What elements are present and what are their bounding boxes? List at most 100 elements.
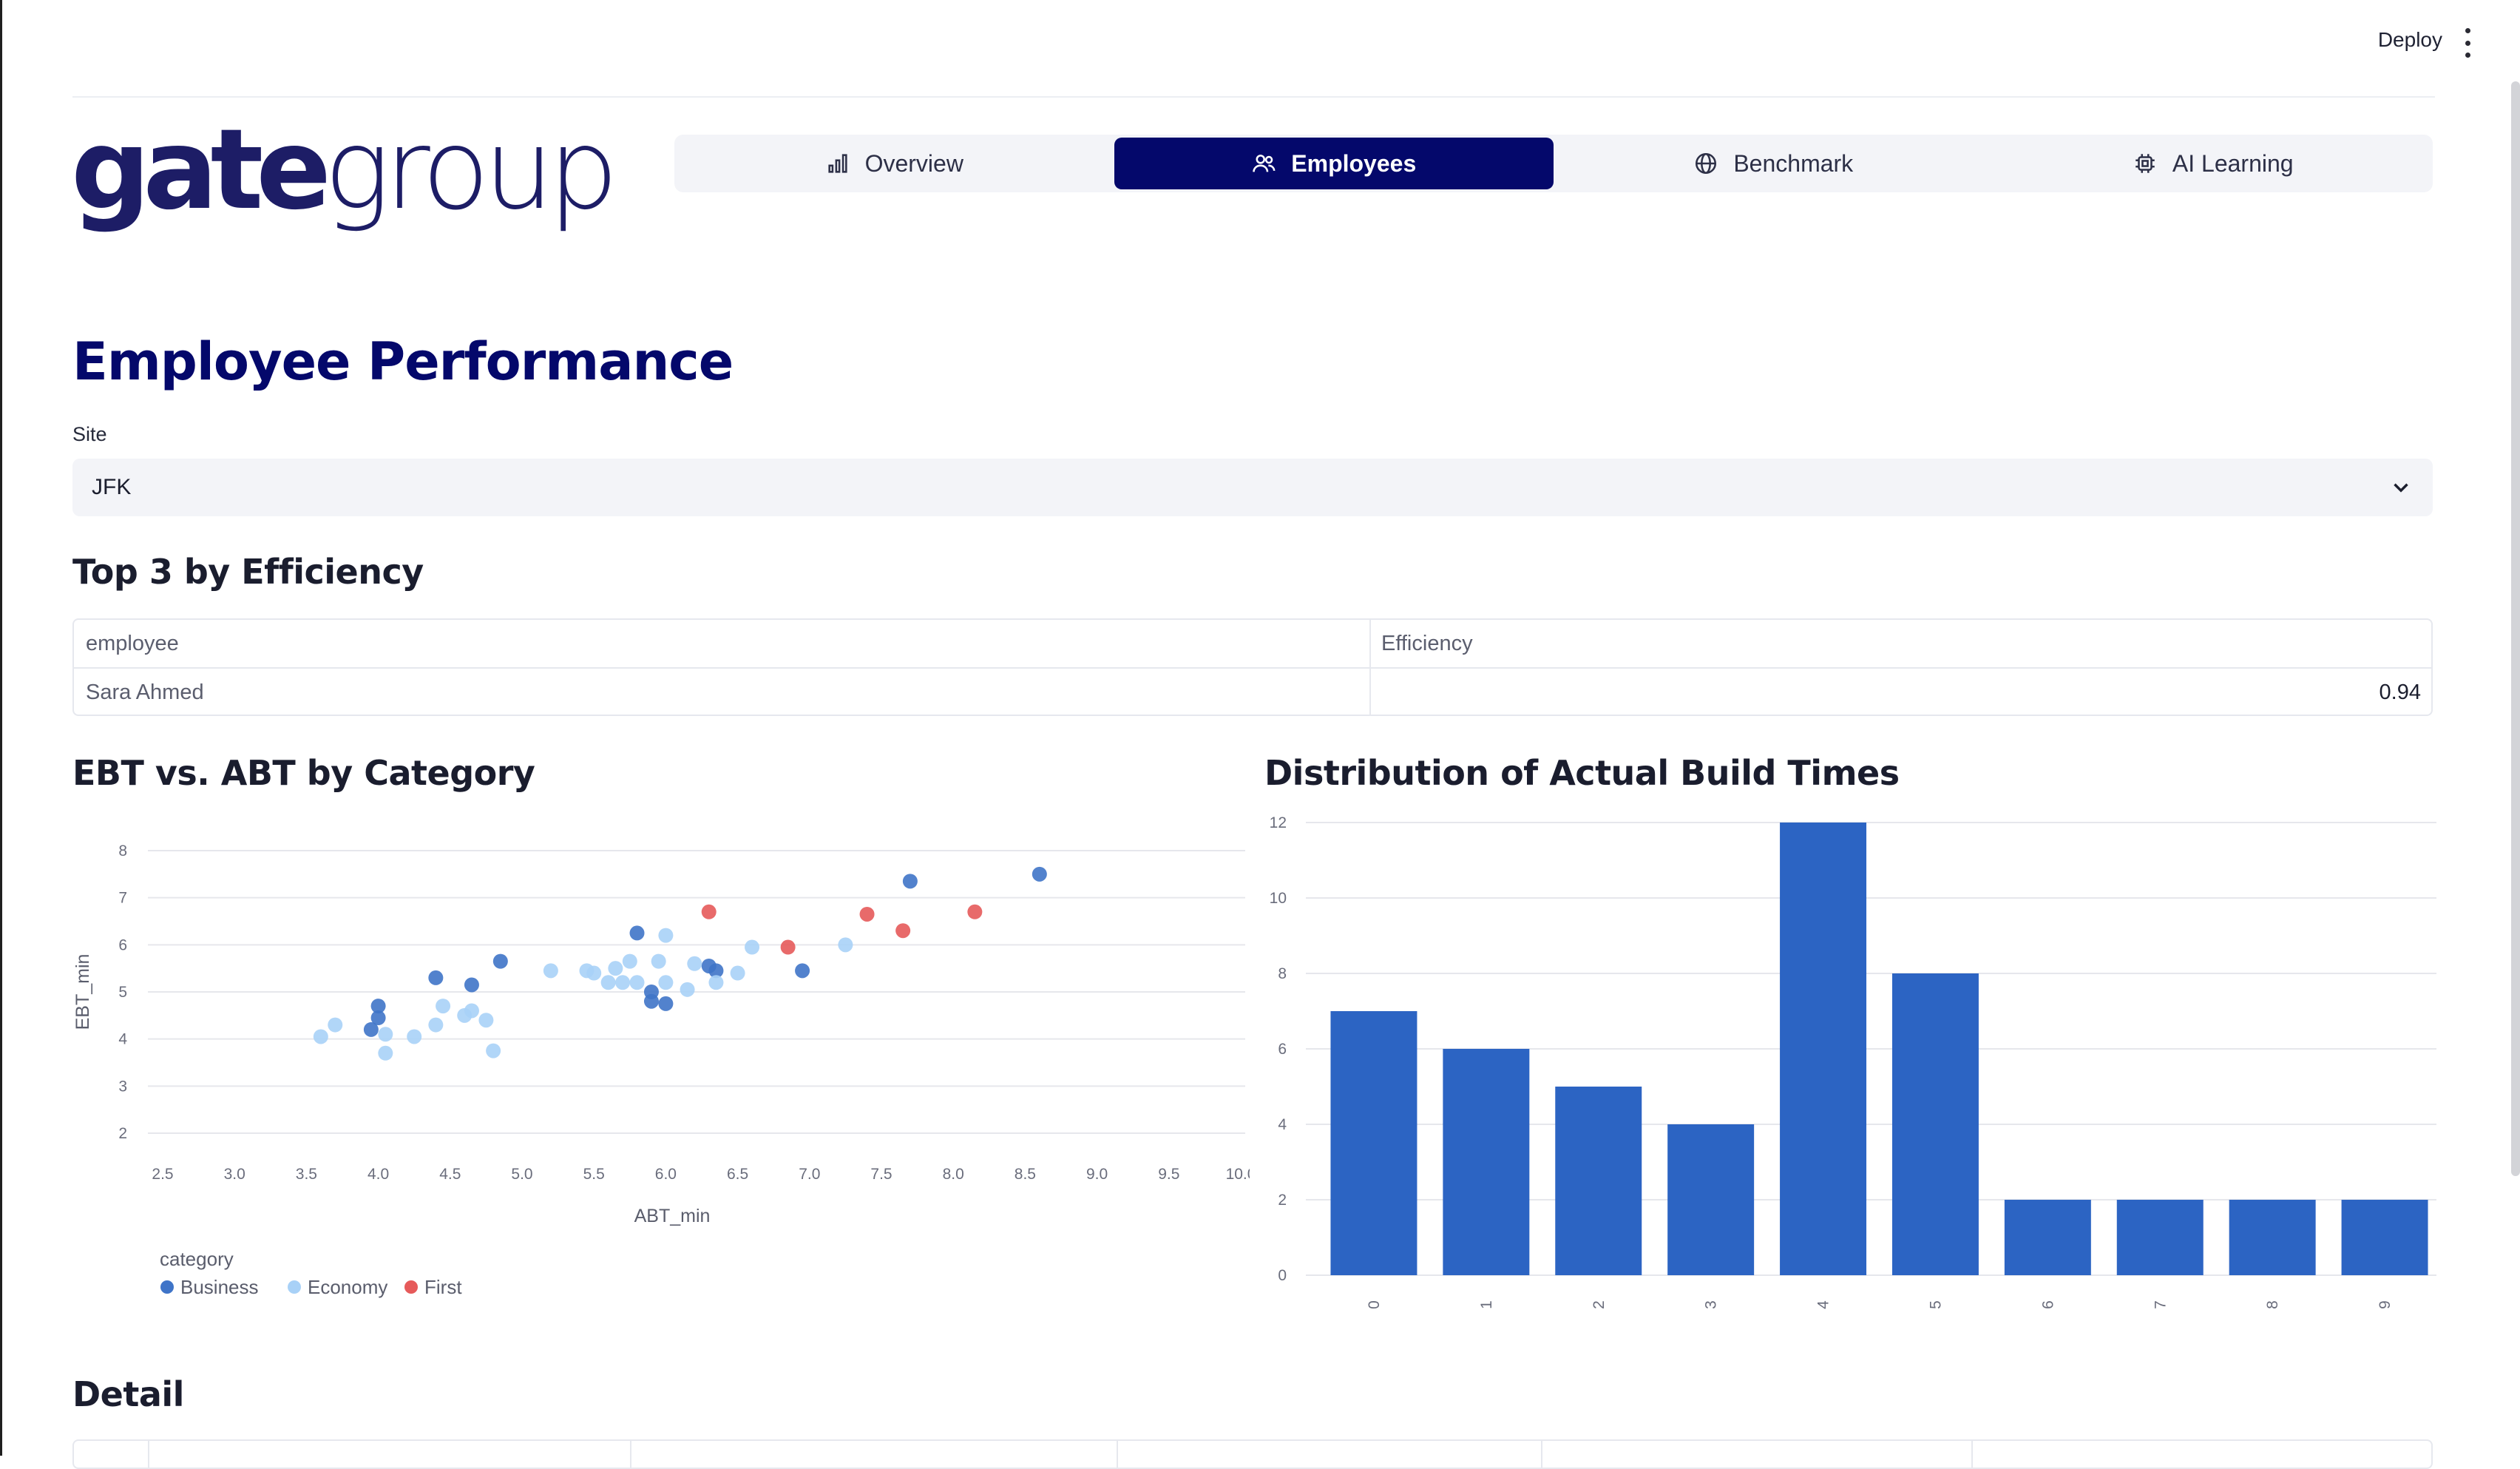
users-icon xyxy=(1253,155,1276,172)
site-select-value: JFK xyxy=(92,475,132,499)
deploy-button[interactable]: Deploy xyxy=(2377,28,2442,51)
scatter-point-economy xyxy=(436,999,451,1014)
legend-marker-business xyxy=(160,1280,174,1294)
x-tick-label: 3.0 xyxy=(224,1166,245,1183)
top3-heading: Top 3 by Efficiency xyxy=(72,552,424,592)
x-tick-label: 5.5 xyxy=(583,1166,605,1183)
x-tick-label: 0 xyxy=(1366,1300,1383,1309)
page-title: Employee Performance xyxy=(72,331,734,392)
x-tick-label: 9.5 xyxy=(1158,1166,1179,1183)
scatter-point-economy xyxy=(486,1043,501,1058)
x-tick-label: 6 xyxy=(2039,1300,2056,1309)
tab-overview[interactable]: Overview xyxy=(674,135,1114,192)
scatter-point-first xyxy=(780,939,796,955)
scatter-point-economy xyxy=(730,965,745,981)
table-header-row: employee Efficiency xyxy=(74,620,2431,669)
scatter-point-economy xyxy=(586,965,602,981)
scatter-point-first xyxy=(859,906,875,922)
bar-4 xyxy=(1780,823,1867,1275)
scatter-point-business xyxy=(1032,866,1047,882)
gategroup-logo: gategroup xyxy=(71,115,618,226)
x-tick-label: 4 xyxy=(1815,1300,1832,1309)
column-divider xyxy=(1541,1441,1542,1468)
scatter-point-business xyxy=(464,977,479,993)
scatter-point-economy xyxy=(708,975,724,990)
scatter-point-economy xyxy=(378,1045,393,1061)
scatter-point-economy xyxy=(658,975,674,990)
table-row[interactable]: Sara Ahmed 0.94 xyxy=(74,669,2431,716)
column-divider xyxy=(148,1441,149,1468)
legend-title: category xyxy=(160,1248,234,1270)
table-cell: 0.94 xyxy=(2379,681,2421,704)
scatter-point-economy xyxy=(629,975,645,990)
bar-chart-title: Distribution of Actual Build Times xyxy=(1264,753,1900,793)
scatter-point-economy xyxy=(543,963,558,979)
y-tick-label: 12 xyxy=(1270,814,1287,831)
scatter-point-economy xyxy=(378,1027,393,1042)
tab-ai-learning[interactable]: AI Learning xyxy=(1994,135,2433,192)
bar-1 xyxy=(1443,1049,1530,1275)
tab-employees[interactable]: Employees xyxy=(1114,138,1554,189)
y-tick-label: 2 xyxy=(118,1125,127,1142)
top3-table[interactable]: employee Efficiency Sara Ahmed 0.94 xyxy=(72,618,2433,716)
y-tick-label: 5 xyxy=(118,984,127,1001)
scatter-point-business xyxy=(370,999,386,1014)
page-scrollbar[interactable] xyxy=(2511,81,2520,1176)
column-divider xyxy=(1971,1441,1973,1468)
bar-8 xyxy=(2229,1200,2316,1275)
scatter-point-economy xyxy=(478,1013,494,1028)
x-tick-label: 4.5 xyxy=(439,1166,461,1183)
legend-marker-economy xyxy=(288,1280,301,1294)
tab-label: Employees xyxy=(1291,149,1417,177)
x-tick-label: 10.0 xyxy=(1226,1166,1250,1183)
x-tick-label: 7.0 xyxy=(799,1166,820,1183)
bar-5 xyxy=(1891,973,1979,1275)
y-tick-label: 6 xyxy=(1278,1041,1287,1058)
bar-0 xyxy=(1330,1011,1418,1275)
tab-benchmark[interactable]: Benchmark xyxy=(1554,135,1994,192)
scatter-point-economy xyxy=(687,956,702,971)
scatter-point-business xyxy=(795,963,810,979)
scatter-point-economy xyxy=(838,937,853,953)
logo-bold-text: gate xyxy=(71,106,331,234)
y-axis-title: EBT_min xyxy=(72,954,93,1030)
table-cell: Sara Ahmed xyxy=(86,681,204,704)
x-tick-label: 2.5 xyxy=(152,1166,173,1183)
x-tick-label: 1 xyxy=(1478,1300,1495,1309)
x-tick-label: 2 xyxy=(1591,1300,1608,1309)
x-tick-label: 4.0 xyxy=(368,1166,389,1183)
bar-3 xyxy=(1667,1124,1755,1275)
scatter-point-business xyxy=(902,874,918,889)
scatter-point-business xyxy=(428,970,444,985)
scatter-chart[interactable]: 2 3 4 5 6 7 8 2.5 3.0 3.5 4.0 4.5 5.0 5.5 6.0 6.5 7.0 7.5… xyxy=(67,814,1250,1317)
nav-tabs: Overview Employees Benchmark AI Learning xyxy=(674,135,2433,192)
scatter-point-first xyxy=(967,904,983,919)
tab-label: Overview xyxy=(864,149,963,177)
logo-light-text: group xyxy=(324,106,618,234)
column-header: employee xyxy=(86,632,179,655)
scatter-point-business xyxy=(492,953,508,969)
scatter-point-economy xyxy=(680,982,695,997)
x-tick-label: 5 xyxy=(1927,1300,1944,1309)
y-tick-label: 2 xyxy=(1278,1192,1287,1209)
y-tick-label: 4 xyxy=(118,1031,127,1048)
legend-label-economy: Economy xyxy=(308,1276,387,1298)
y-tick-label: 7 xyxy=(118,890,127,907)
more-options-icon[interactable] xyxy=(2456,28,2479,58)
detail-heading: Detail xyxy=(72,1374,184,1414)
scatter-point-economy xyxy=(658,928,674,943)
tab-label: Benchmark xyxy=(1733,149,1854,177)
scatter-point-business xyxy=(643,985,659,999)
scatter-point-economy xyxy=(407,1029,422,1044)
scatter-point-economy xyxy=(615,975,631,990)
bar-2 xyxy=(1555,1087,1642,1275)
detail-table[interactable] xyxy=(72,1439,2433,1469)
legend-label-first: First xyxy=(424,1276,462,1298)
toolbar-divider xyxy=(72,96,2435,98)
x-tick-label: 8 xyxy=(2264,1300,2281,1309)
y-tick-label: 0 xyxy=(1278,1267,1287,1284)
site-select[interactable]: JFK xyxy=(72,459,2433,516)
chip-icon xyxy=(2135,154,2155,173)
x-tick-label: 7.5 xyxy=(870,1166,892,1183)
